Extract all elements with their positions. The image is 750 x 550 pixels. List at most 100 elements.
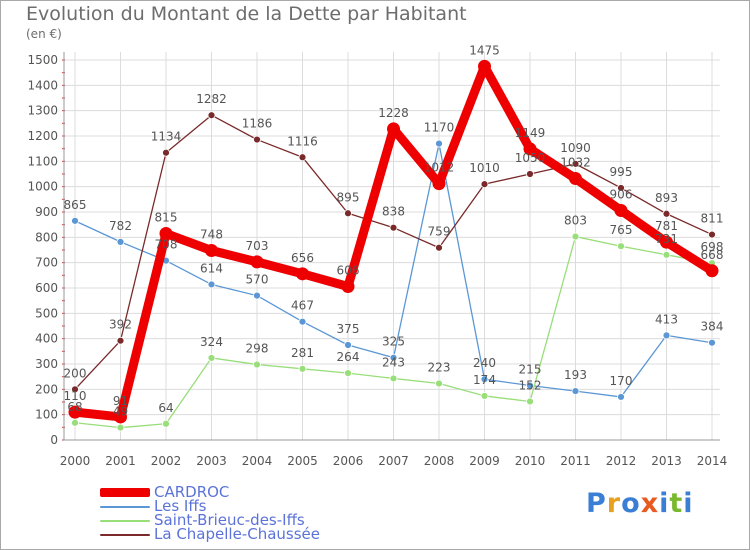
logo-letter: i — [659, 488, 670, 519]
data-point-3 — [480, 180, 489, 189]
y-tick-label: 1500 — [27, 53, 58, 67]
legend-label: Les Iffs — [154, 497, 207, 515]
data-label-0: 606 — [337, 263, 360, 277]
data-point-0 — [341, 279, 355, 293]
logo-letter: x — [640, 488, 660, 519]
data-point-3 — [526, 170, 534, 178]
data-point-0 — [250, 255, 264, 269]
data-point-2 — [435, 379, 443, 388]
logo-letter: P — [586, 488, 607, 519]
data-point-1 — [71, 216, 79, 225]
x-tick-label: 2003 — [196, 454, 227, 468]
data-label-1: 708 — [155, 238, 178, 252]
data-point-3 — [435, 243, 443, 252]
data-point-3 — [116, 336, 125, 345]
x-tick-label: 2013 — [651, 454, 682, 468]
data-label-2: 298 — [246, 342, 269, 356]
data-label-1: 170 — [610, 374, 633, 388]
data-label-2: 264 — [337, 350, 360, 364]
data-point-0 — [705, 264, 719, 278]
data-label-3: 895 — [337, 190, 360, 204]
data-point-1 — [571, 387, 580, 396]
y-tick-label: 1000 — [27, 180, 58, 194]
data-point-1 — [435, 139, 443, 148]
logo-letter: i — [683, 488, 694, 519]
data-label-2: 698 — [701, 240, 724, 254]
data-point-1 — [389, 353, 398, 362]
x-tick-label: 2009 — [469, 454, 500, 468]
data-point-1 — [207, 280, 216, 289]
data-point-2 — [162, 419, 170, 428]
x-tick-label: 2008 — [424, 454, 455, 468]
legend-label: La Chapelle-Chaussée — [154, 525, 320, 543]
legend-swatch — [100, 506, 150, 508]
data-point-0 — [205, 244, 218, 258]
data-point-3 — [298, 153, 307, 162]
y-tick-label: 800 — [35, 230, 58, 244]
data-point-0 — [114, 410, 127, 424]
legend-label: CARDROC — [154, 483, 230, 501]
x-tick-label: 2011 — [560, 454, 591, 468]
data-point-0 — [159, 227, 173, 241]
data-point-1 — [253, 291, 261, 300]
data-label-3: 759 — [428, 225, 451, 239]
data-point-1 — [116, 237, 125, 246]
data-label-3: 1186 — [242, 117, 273, 131]
data-point-3 — [662, 209, 671, 218]
data-label-0: 703 — [246, 239, 269, 253]
data-label-0: 668 — [701, 248, 724, 262]
data-point-3 — [389, 223, 398, 232]
data-label-2: 68 — [67, 400, 82, 414]
data-label-0: 1032 — [560, 156, 591, 170]
data-label-2: 324 — [200, 335, 223, 349]
chart-title: Evolution du Montant de la Dette par Hab… — [26, 3, 467, 25]
data-label-2: 64 — [158, 401, 173, 415]
x-tick-label: 2014 — [697, 454, 728, 468]
data-label-3: 995 — [610, 165, 633, 179]
x-tick-label: 2012 — [606, 454, 637, 468]
data-label-3: 1010 — [469, 161, 500, 175]
data-label-1: 413 — [655, 312, 678, 326]
data-point-3 — [344, 209, 352, 218]
logo-letter: t — [669, 488, 684, 519]
data-point-2 — [617, 242, 625, 251]
data-point-3 — [253, 135, 261, 144]
data-label-1: 1170 — [424, 121, 455, 135]
y-tick-label: 1100 — [27, 154, 58, 168]
data-label-1: 375 — [337, 322, 360, 336]
data-label-2: 152 — [519, 378, 542, 392]
data-point-2 — [526, 397, 534, 406]
y-tick-label: 200 — [35, 382, 58, 396]
data-label-1: 865 — [64, 198, 87, 212]
data-label-2: 731 — [655, 232, 678, 246]
data-label-0: 656 — [291, 251, 314, 265]
y-tick-label: 1400 — [27, 78, 58, 92]
data-point-2 — [71, 418, 79, 427]
data-label-2: 803 — [564, 214, 587, 228]
data-label-3: 1116 — [287, 134, 318, 148]
data-label-3: 200 — [64, 366, 87, 380]
data-label-1: 782 — [109, 219, 132, 233]
x-tick-label: 2005 — [287, 454, 318, 468]
data-point-1 — [617, 393, 625, 401]
data-label-1: 614 — [200, 261, 223, 275]
data-label-2: 281 — [291, 346, 314, 360]
data-point-1 — [708, 338, 716, 347]
data-point-3 — [71, 385, 79, 394]
data-label-2: 223 — [428, 361, 451, 375]
data-label-3: 893 — [655, 191, 678, 205]
y-tick-label: 1200 — [27, 129, 58, 143]
data-point-2 — [662, 250, 671, 259]
x-tick-label: 2006 — [333, 454, 364, 468]
data-point-0 — [296, 267, 309, 281]
data-point-0 — [478, 59, 491, 73]
y-tick-label: 1300 — [27, 104, 58, 118]
data-label-1: 240 — [473, 356, 496, 370]
data-point-0 — [614, 203, 628, 217]
data-label-1: 325 — [382, 335, 405, 349]
data-label-2: 243 — [382, 355, 405, 369]
data-label-0: 906 — [610, 187, 633, 201]
data-label-0: 1149 — [515, 126, 546, 140]
data-point-3 — [207, 111, 216, 120]
